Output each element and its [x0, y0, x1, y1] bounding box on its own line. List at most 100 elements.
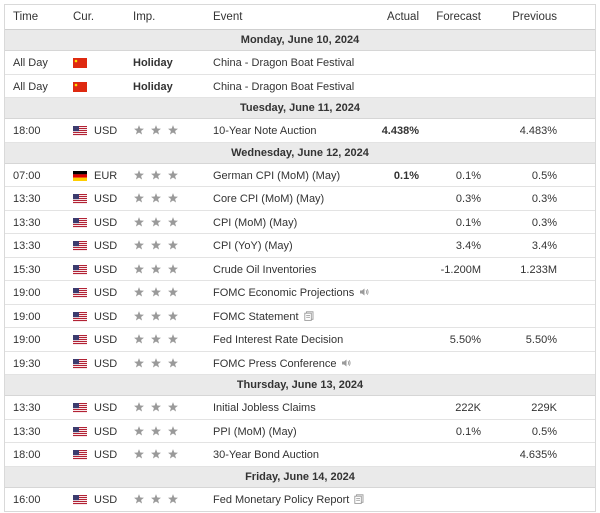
importance-stars: [134, 169, 178, 180]
event-row[interactable]: All Day Holiday China - Dragon Boat Festiv…: [5, 51, 595, 75]
event-row[interactable]: 19:00 USD FOMC Economic Projections: [5, 281, 595, 305]
event-row[interactable]: 16:00 USD Fed Monetary Policy Report: [5, 488, 595, 512]
event-name[interactable]: German CPI (MoM) (May): [213, 169, 341, 182]
star-icon: [134, 287, 144, 297]
event-name-cell: Initial Jobless Claims: [213, 402, 316, 414]
day-header: Thursday, June 13, 2024: [5, 375, 595, 396]
day-label: Monday, June 10, 2024: [240, 34, 360, 46]
event-name-cell: FOMC Press Conference: [213, 357, 352, 370]
importance-stars: [134, 216, 178, 227]
header-currency[interactable]: Cur.: [73, 11, 95, 23]
event-name-cell: 30-Year Bond Auction: [213, 449, 319, 461]
importance-stars: [134, 334, 178, 344]
importance-stars: [134, 263, 178, 274]
us-flag-icon: [73, 450, 87, 460]
event-name[interactable]: CPI (MoM) (May): [213, 216, 298, 229]
us-flag-icon: [73, 194, 87, 204]
star-icon: [134, 334, 144, 344]
event-forecast: 222K: [455, 402, 481, 414]
us-flag-icon: [73, 335, 87, 345]
event-time: 18:00: [13, 449, 41, 461]
importance-stars: [134, 310, 178, 321]
event-row[interactable]: 19:00 USD FOMC Statement: [5, 305, 595, 328]
event-previous: 0.3%: [531, 193, 557, 205]
document-icon[interactable]: [303, 310, 314, 321]
star-icon: [168, 263, 178, 274]
event-previous: 4.483%: [519, 125, 557, 137]
header-forecast[interactable]: Forecast: [436, 11, 481, 23]
event-row[interactable]: 13:30 USD CPI (YoY) (May) 3.4% 3.4%: [5, 234, 595, 258]
event-name[interactable]: China - Dragon Boat Festival: [213, 80, 355, 93]
event-name[interactable]: Crude Oil Inventories: [213, 263, 317, 276]
star-icon: [151, 193, 161, 203]
event-name[interactable]: Fed Monetary Policy Report: [213, 493, 350, 506]
event-name[interactable]: China - Dragon Boat Festival: [213, 57, 355, 69]
event-time: 13:30: [13, 402, 41, 414]
event-row[interactable]: 07:00 EUR German CPI (MoM) (May) 0.1% 0.1% 0.…: [5, 164, 595, 187]
speaker-icon[interactable]: [359, 287, 369, 297]
star-icon: [151, 310, 161, 321]
star-icon: [134, 402, 144, 412]
event-name[interactable]: Core CPI (MoM) (May): [213, 193, 325, 205]
star-icon: [168, 193, 178, 203]
document-icon[interactable]: [354, 493, 364, 504]
event-name-cell: PPI (MoM) (May): [213, 426, 297, 438]
us-flag-icon: [73, 264, 87, 275]
importance-stars: [134, 240, 178, 250]
event-name[interactable]: CPI (YoY) (May): [213, 240, 293, 252]
event-name[interactable]: FOMC Press Conference: [213, 357, 337, 370]
event-name[interactable]: 30-Year Bond Auction: [213, 449, 320, 461]
event-name-cell: China - Dragon Boat Festival: [213, 57, 354, 69]
event-row[interactable]: 13:30 USD Initial Jobless Claims 222K 229K: [5, 396, 595, 420]
event-previous: 0.5%: [531, 169, 557, 182]
event-previous: 0.3%: [531, 216, 557, 229]
event-name[interactable]: FOMC Economic Projections: [213, 287, 355, 299]
event-forecast: 0.1%: [455, 425, 481, 438]
header-previous[interactable]: Previous: [512, 11, 557, 23]
table-header: Time Cur. Imp. Event Actual Forecast Pre…: [5, 5, 595, 30]
event-time: 16:00: [13, 493, 41, 506]
header-time[interactable]: Time: [13, 11, 39, 23]
event-currency: USD: [94, 357, 118, 370]
event-row[interactable]: 13:30 USD CPI (MoM) (May) 0.1% 0.3%: [5, 211, 595, 234]
star-icon: [151, 357, 161, 368]
event-name[interactable]: 10-Year Note Auction: [213, 125, 317, 137]
header-importance[interactable]: Imp.: [133, 11, 156, 23]
header-actual[interactable]: Actual: [387, 11, 419, 23]
event-currency: EUR: [94, 169, 118, 182]
star-icon: [134, 193, 144, 203]
star-icon: [151, 263, 161, 274]
event-row[interactable]: 15:30 USD Crude Oil Inventories -1.200M 1.23…: [5, 258, 595, 281]
event-row[interactable]: 13:30 USD PPI (MoM) (May) 0.1% 0.5%: [5, 420, 595, 443]
event-row[interactable]: 19:30 USD FOMC Press Conference: [5, 352, 595, 375]
importance-stars: [134, 425, 178, 436]
us-flag-icon: [73, 126, 87, 136]
speaker-icon[interactable]: [341, 358, 352, 368]
event-row[interactable]: 18:00 USD 10-Year Note Auction 4.438% 4.483%: [5, 119, 595, 143]
event-row[interactable]: 13:30 USD Core CPI (MoM) (May) 0.3% 0.3%: [5, 187, 595, 211]
event-currency: USD: [94, 425, 118, 438]
event-currency: USD: [94, 493, 118, 506]
event-actual: 4.438%: [381, 125, 419, 137]
event-row[interactable]: 19:00 USD Fed Interest Rate Decision 5.50% 5…: [5, 328, 595, 352]
event-row[interactable]: 18:00 USD 30-Year Bond Auction 4.635%: [5, 443, 595, 467]
event-forecast: -1.200M: [440, 263, 481, 276]
header-event[interactable]: Event: [213, 11, 243, 23]
event-previous: 5.50%: [525, 334, 557, 346]
event-time: 18:00: [13, 125, 41, 137]
us-flag-icon: [73, 403, 87, 413]
us-flag-icon: [73, 494, 87, 505]
event-name-cell: CPI (MoM) (May): [213, 217, 297, 229]
star-icon: [168, 125, 178, 135]
star-icon: [134, 125, 144, 135]
event-time: 13:30: [13, 425, 41, 438]
importance-stars: [134, 402, 178, 412]
event-name[interactable]: Initial Jobless Claims: [213, 402, 316, 414]
event-currency: USD: [94, 287, 118, 299]
event-name-cell: Core CPI (MoM) (May): [213, 193, 324, 205]
event-name[interactable]: Fed Interest Rate Decision: [213, 334, 344, 346]
event-row[interactable]: All Day Holiday China - Dragon Boat Festiv…: [5, 75, 595, 98]
event-name[interactable]: PPI (MoM) (May): [213, 425, 297, 438]
event-name[interactable]: FOMC Statement: [213, 310, 299, 323]
event-actual: 0.1%: [393, 169, 419, 182]
